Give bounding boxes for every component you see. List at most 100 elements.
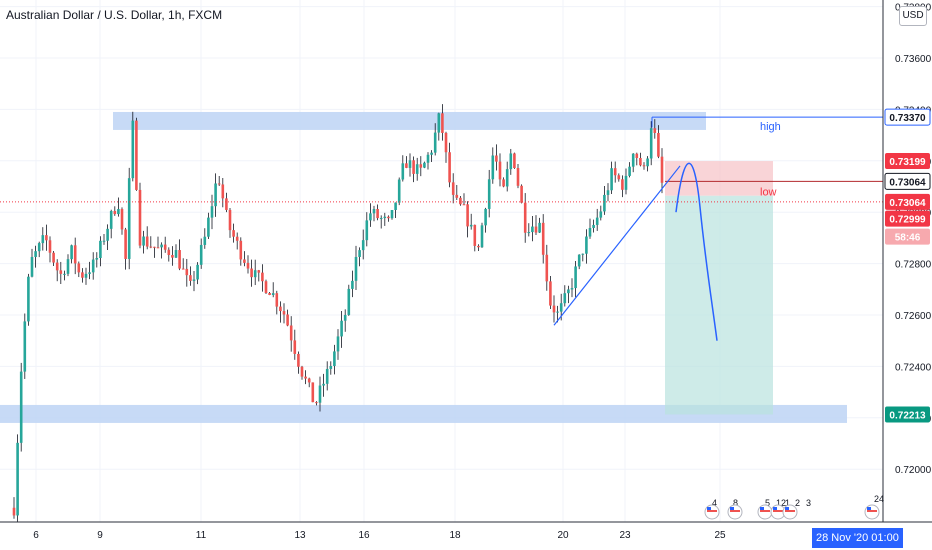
candle-down — [502, 179, 505, 187]
candle-up — [509, 153, 513, 170]
candles-layer — [12, 104, 664, 522]
candle-up — [102, 240, 106, 242]
candle-up — [487, 179, 491, 209]
candle-up — [329, 366, 333, 369]
candle-up — [433, 132, 437, 153]
candle-up — [354, 256, 358, 281]
take-profit-zone — [665, 195, 773, 415]
flag-stripe — [867, 510, 877, 512]
price-tag — [885, 228, 930, 245]
candle-down — [178, 250, 181, 269]
candle-down — [473, 224, 477, 246]
candle-down — [275, 293, 279, 307]
candle-down — [153, 246, 156, 248]
candle-up — [484, 208, 487, 226]
candle-up — [437, 113, 441, 133]
price-tag — [885, 210, 930, 227]
candle-up — [66, 259, 70, 274]
candle-down — [621, 179, 624, 190]
candle-down — [545, 254, 549, 282]
candle-down — [282, 311, 286, 315]
candle-up — [567, 289, 570, 294]
candle-down — [419, 164, 423, 168]
candle-down — [286, 314, 289, 326]
candle-up — [426, 154, 430, 163]
price-tick-label: 0.72400 — [895, 362, 932, 373]
candle-down — [279, 306, 282, 312]
candle-down — [268, 293, 271, 295]
candle-up — [649, 128, 653, 159]
candle-down — [405, 163, 408, 168]
price-tags-layer: 0.73370 0.73199 0.73064 0.73064 0.72999 58:46… — [884, 108, 931, 423]
candle-down — [293, 340, 297, 354]
time-tick-label: 11 — [196, 530, 207, 541]
candle-down — [541, 222, 545, 255]
candle-down — [552, 305, 556, 313]
projection-curve — [675, 162, 718, 341]
candle-down — [221, 184, 225, 199]
candle-up — [592, 224, 595, 228]
time-tick-label: 6 — [33, 530, 39, 541]
candle-down — [138, 189, 142, 246]
candle-up — [394, 202, 397, 210]
flag-canton — [785, 507, 789, 510]
time-tick-label: 16 — [358, 530, 370, 541]
candle-up — [397, 179, 401, 203]
flag-stripe — [760, 510, 770, 512]
candle-down — [189, 275, 192, 281]
candle-down — [412, 160, 415, 174]
flag-stripe — [773, 510, 783, 512]
price-tag — [885, 193, 930, 210]
candle-down — [498, 161, 502, 180]
flag-stripe — [785, 510, 795, 512]
stop-loss-zone — [665, 161, 773, 196]
candle-down — [459, 197, 462, 205]
candle-up — [585, 236, 588, 254]
candle-down — [45, 235, 48, 241]
candle-down — [642, 165, 646, 167]
candle-down — [639, 158, 642, 166]
candle-up — [408, 160, 412, 168]
candle-down — [163, 244, 167, 250]
price-tag — [884, 172, 931, 190]
candle-down — [246, 262, 250, 269]
flag-canton — [867, 507, 871, 510]
time-tick-label: 18 — [449, 530, 461, 541]
candle-up — [142, 236, 145, 246]
trend-line — [553, 165, 681, 326]
currency-button[interactable]: USD — [899, 6, 927, 26]
price-tick-label: 0.72800 — [895, 260, 932, 271]
candle-up — [574, 266, 577, 289]
candle-up — [174, 250, 178, 258]
price-tag-label: 0.73199 — [889, 157, 926, 168]
time-tick-label: 25 — [714, 530, 726, 541]
candle-up — [563, 293, 567, 304]
candle-down — [495, 155, 498, 162]
candle-up — [106, 228, 109, 241]
candle-down — [264, 281, 268, 294]
candle-up — [207, 217, 210, 237]
low-label: low — [760, 186, 777, 198]
candle-down — [48, 240, 52, 253]
candle-up — [16, 442, 19, 516]
candle-up — [336, 336, 340, 352]
candle-down — [135, 120, 138, 190]
candle-down — [261, 272, 264, 282]
candle-up — [160, 244, 163, 248]
candle-up — [372, 209, 376, 214]
candle-down — [217, 183, 221, 185]
candle-down — [300, 366, 304, 377]
event-count: 4 — [712, 498, 717, 508]
candle-up — [365, 220, 369, 241]
time-tick-label: 23 — [619, 530, 631, 541]
price-tag-label: 0.73064 — [889, 198, 926, 209]
candle-up — [214, 183, 217, 207]
candle-up — [117, 209, 120, 215]
candle-up — [196, 264, 199, 280]
candle-down — [635, 153, 639, 159]
candle-up — [127, 178, 131, 259]
candle-up — [538, 222, 541, 233]
candle-down — [617, 175, 621, 180]
candle-up — [577, 254, 581, 267]
